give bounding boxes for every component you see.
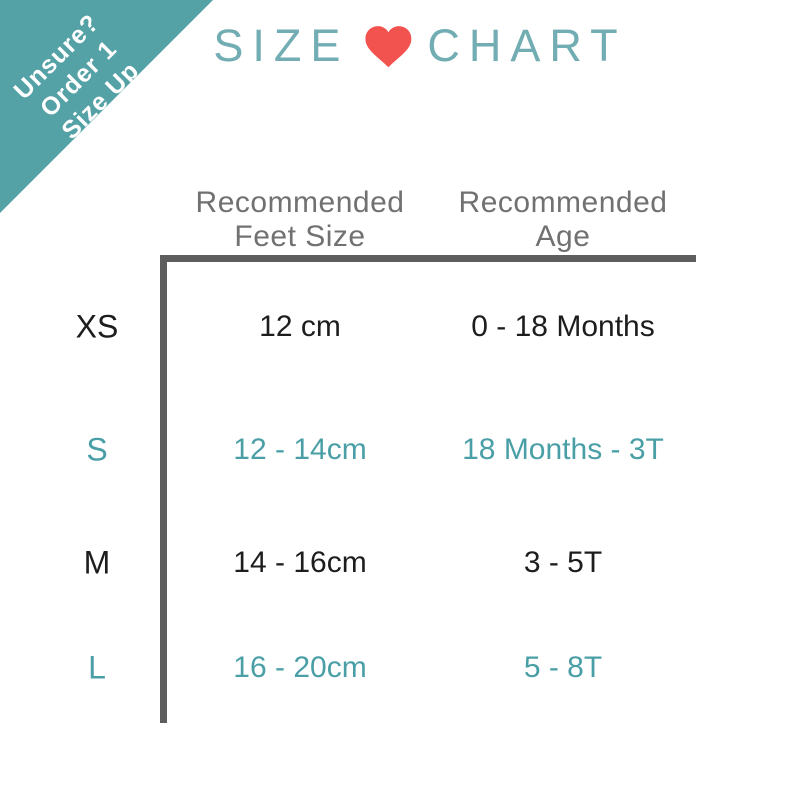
- ribbon-text: Unsure? Order 1 Size Up: [8, 8, 150, 150]
- age-value: 18 Months - 3T: [462, 433, 664, 466]
- corner-ribbon: Unsure? Order 1 Size Up: [0, 0, 213, 213]
- column-header-feet-size: Recommended Feet Size: [196, 186, 405, 254]
- title-word-size: SIZE: [213, 20, 350, 71]
- size-label: S: [86, 431, 108, 468]
- feet-value: 14 - 16cm: [233, 546, 367, 579]
- table-border-left: [160, 255, 167, 723]
- page-title: SIZE CHART: [213, 20, 626, 72]
- feet-value: 16 - 20cm: [233, 651, 367, 684]
- size-label: L: [88, 649, 106, 686]
- heart-icon: [365, 26, 412, 68]
- column-header-age: Recommended Age: [459, 186, 668, 254]
- age-value: 3 - 5T: [523, 546, 603, 579]
- feet-value: 12 - 14cm: [233, 433, 367, 466]
- size-label: M: [83, 544, 111, 581]
- age-header-line-1: Recommended: [458, 186, 668, 219]
- feet-value: 12 cm: [259, 310, 341, 343]
- feet-header-line-2: Feet Size: [234, 220, 366, 253]
- size-label: XS: [75, 308, 119, 345]
- age-value: 5 - 8T: [523, 651, 603, 684]
- feet-header-line-1: Recommended: [195, 186, 405, 219]
- age-value: 0 - 18 Months: [471, 310, 655, 343]
- age-header-line-2: Age: [535, 220, 591, 253]
- title-word-chart: CHART: [427, 20, 627, 71]
- table-border-top: [160, 255, 696, 262]
